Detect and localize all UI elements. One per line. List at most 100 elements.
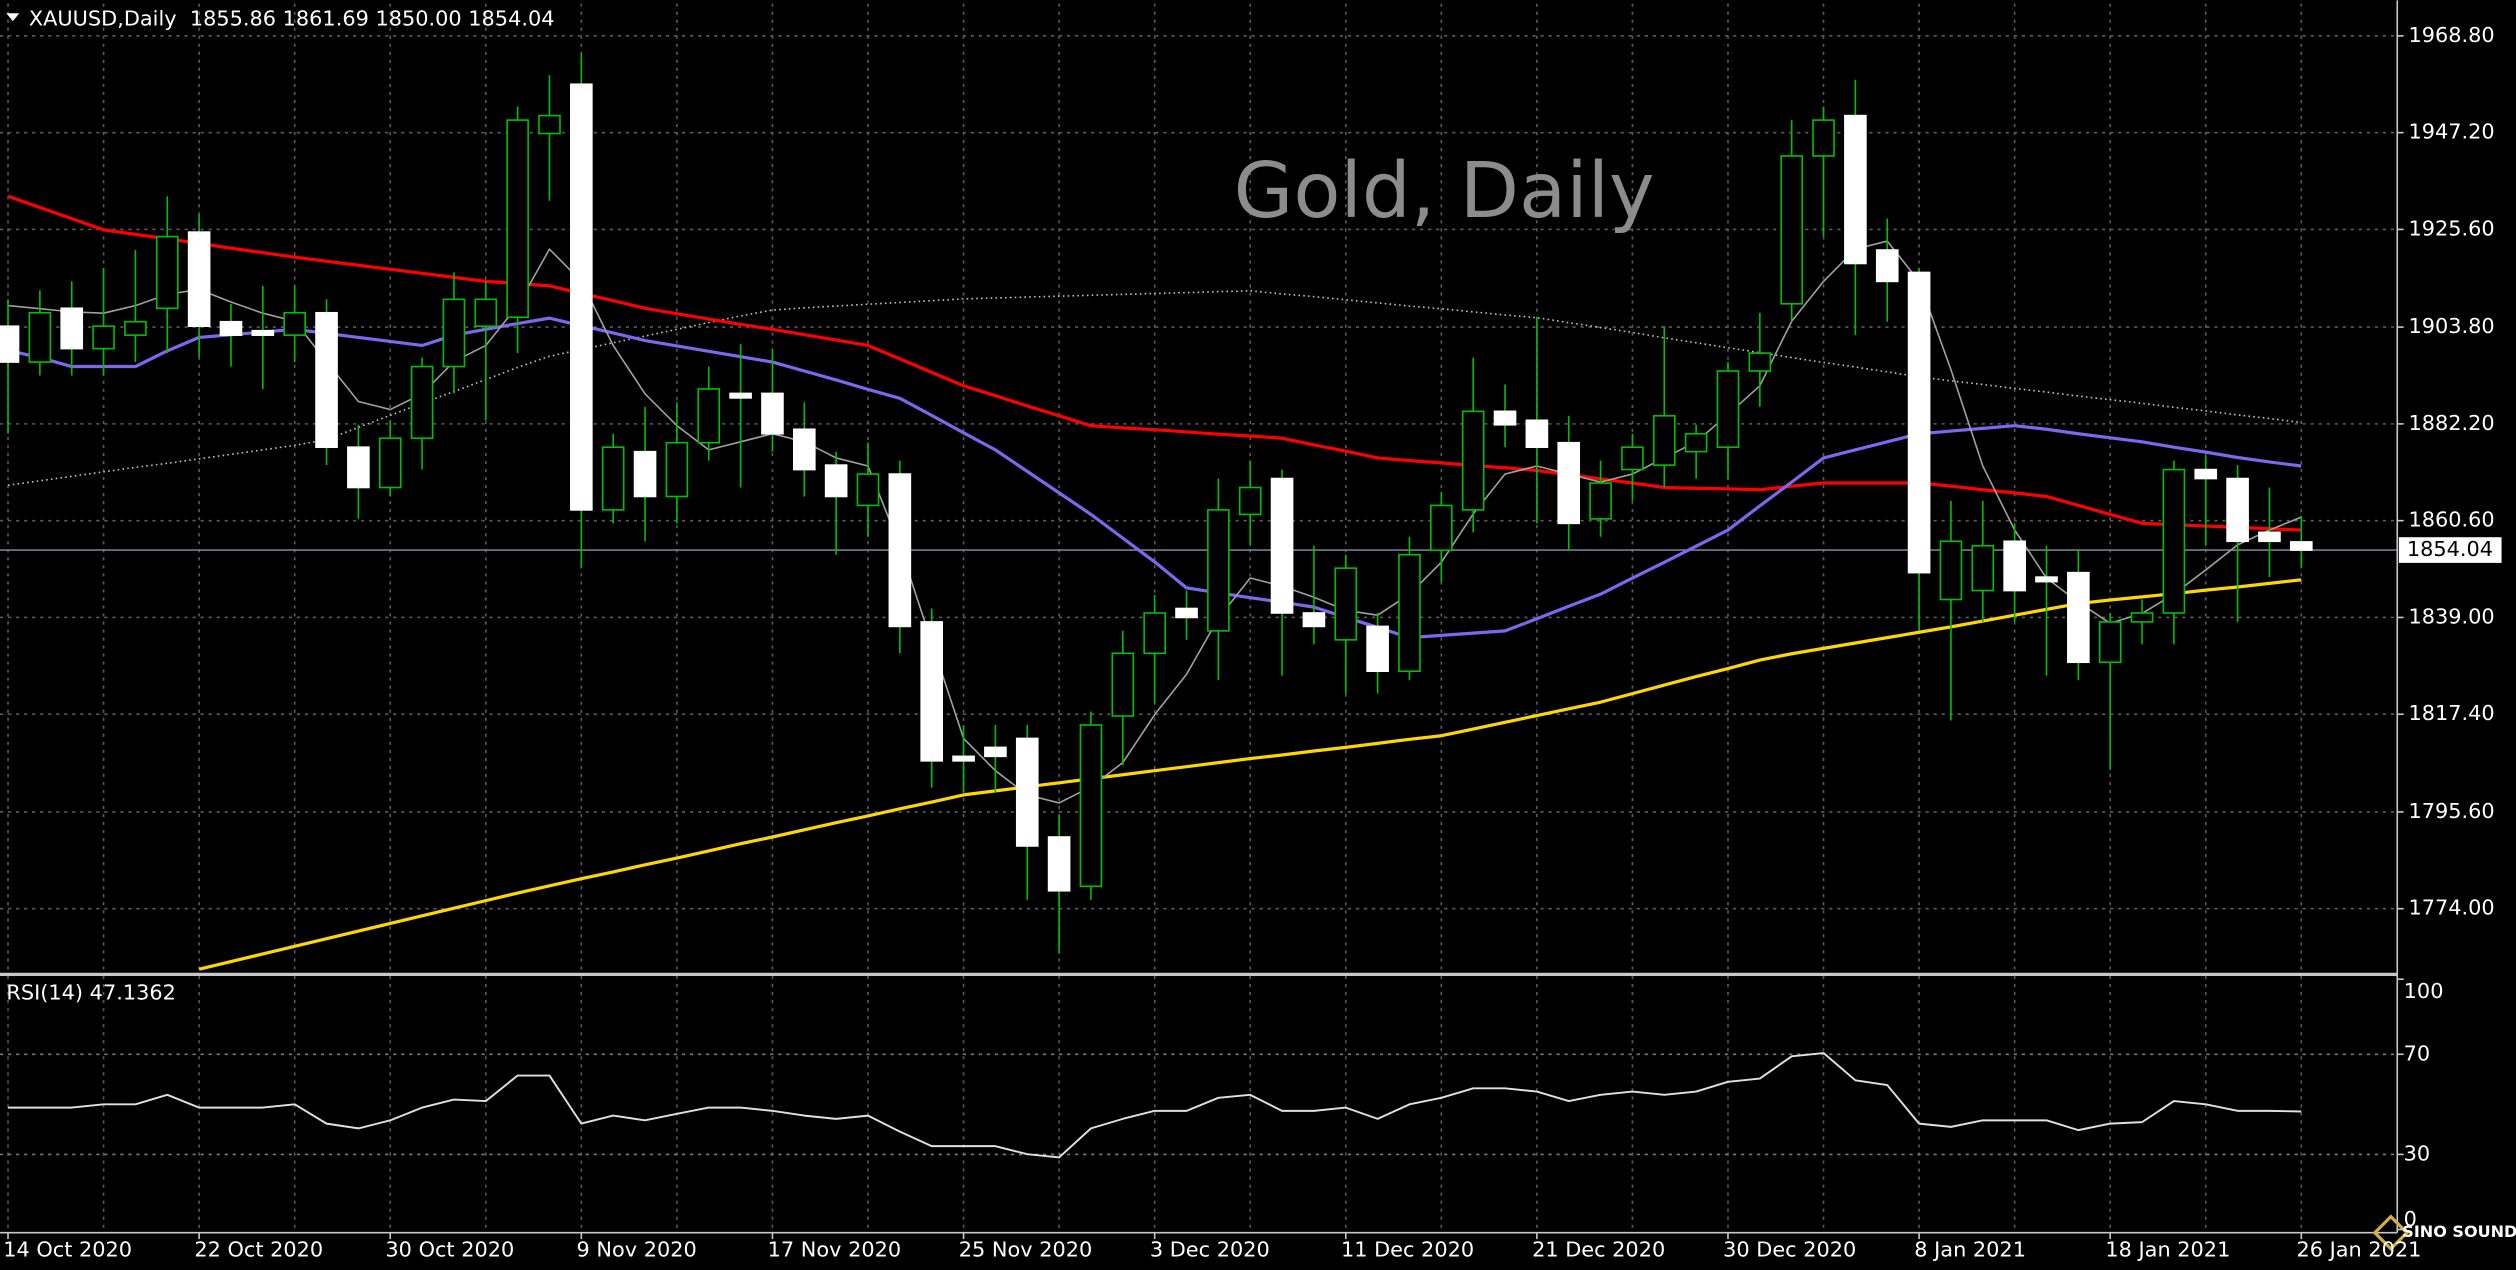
menu-triangle	[6, 13, 20, 22]
candle-body	[1557, 441, 1581, 525]
candle-body	[1844, 114, 1867, 265]
y-tick-label: 1882.20	[2408, 411, 2494, 435]
candle-body	[2003, 540, 2026, 592]
y-tick-label: 1839.00	[2408, 604, 2494, 628]
candle-body	[155, 235, 179, 310]
y-tick-label: 1860.60	[2408, 508, 2494, 532]
candle-body	[1780, 155, 1804, 305]
candle-body	[2289, 541, 2313, 551]
candle-body	[1461, 410, 1485, 511]
candle-body	[920, 621, 944, 762]
candle-body	[1079, 724, 1103, 888]
main-pane	[0, 52, 2313, 971]
candle-body	[1589, 482, 1612, 520]
candle-body	[1302, 612, 1326, 628]
x-tick-label: 17 Nov 2020	[768, 1237, 902, 1261]
y-tick-label: 1925.60	[2408, 216, 2494, 240]
candle-body	[124, 320, 147, 336]
rsi-tick-label: 0	[2404, 1207, 2417, 1231]
candle-body	[60, 307, 84, 350]
candle-body	[1684, 432, 1708, 453]
candle-body	[888, 473, 912, 628]
rsi-tick-label: 30	[2404, 1141, 2431, 1165]
candle-body	[601, 446, 625, 511]
candle-body	[92, 325, 115, 350]
candle-body	[1907, 271, 1931, 574]
y-tick-label: 1795.60	[2408, 799, 2494, 823]
candle-body	[2067, 571, 2090, 664]
rsi-tick-label: 70	[2404, 1041, 2431, 1065]
candle-body	[1652, 415, 1676, 466]
x-tick-label: 11 Dec 2020	[1341, 1237, 1474, 1261]
candle-body	[952, 755, 975, 762]
logo: SINO SOUND	[2372, 1214, 2516, 1252]
candle-body	[2035, 576, 2058, 583]
symbol-header: XAUUSD,Daily 1855.86 1861.69 1850.00 185…	[29, 7, 555, 31]
candle-body	[410, 365, 434, 440]
rsi-pane	[8, 1052, 2302, 1159]
x-tick-label: 8 Jan 2021	[1914, 1237, 2026, 1261]
candle-body	[1748, 352, 1772, 372]
candle-body	[633, 450, 657, 498]
candle-body	[2162, 468, 2186, 614]
x-tick-label: 22 Oct 2020	[194, 1237, 323, 1261]
candle-body	[283, 311, 306, 336]
candle-body	[1875, 249, 1899, 283]
candle-body	[2226, 477, 2249, 543]
candle-body	[697, 388, 721, 444]
candle-body	[2258, 531, 2281, 543]
y-tick-label: 1903.80	[2408, 314, 2494, 338]
candle-body	[1334, 567, 1358, 641]
y-tick-label: 1968.80	[2408, 23, 2494, 47]
candle-body	[1398, 553, 1421, 673]
candle-body	[761, 392, 784, 435]
watermark: Gold, Daily	[1234, 147, 1655, 236]
logo-icon	[2372, 1214, 2410, 1252]
candle-body	[1939, 540, 1963, 601]
candle-body	[1175, 607, 1198, 619]
candle-body	[506, 119, 529, 319]
y-tick-label: 1774.00	[2408, 896, 2494, 920]
candle-body	[1207, 509, 1230, 632]
candle-body	[792, 428, 816, 471]
candle-body	[665, 441, 689, 498]
x-tick-label: 18 Jan 2021	[2105, 1237, 2230, 1261]
candle-body	[1812, 119, 1835, 157]
x-tick-label: 9 Nov 2020	[577, 1237, 697, 1261]
candle-body	[315, 311, 338, 448]
candle-body	[729, 392, 752, 399]
candle-body	[1111, 652, 1135, 717]
x-tick-label: 14 Oct 2020	[3, 1237, 132, 1261]
candle-body	[538, 114, 561, 135]
x-tick-label: 21 Dec 2020	[1532, 1237, 1665, 1261]
candle-body	[1621, 446, 1644, 471]
y-tick-label: 1947.20	[2408, 120, 2494, 144]
mark-layer	[0, 52, 2398, 1159]
last-price-box	[2398, 537, 2502, 563]
candle-body	[1430, 504, 1453, 552]
candle-body	[1366, 625, 1389, 673]
candle-body	[219, 320, 243, 336]
x-tick-label: 30 Dec 2020	[1723, 1237, 1856, 1261]
candle-body	[984, 746, 1007, 758]
candle-body	[1971, 544, 1995, 592]
rsi-title: RSI(14) 47.1362	[6, 981, 175, 1005]
rsi-tick-label: 100	[2404, 979, 2444, 1003]
x-tick-label: 26 Jan 2021	[2296, 1237, 2421, 1261]
candle-body	[474, 298, 498, 328]
x-tick-label: 3 Dec 2020	[1150, 1237, 1270, 1261]
last-price-label: 1854.04	[2407, 537, 2493, 561]
candle-body	[1238, 486, 1262, 516]
candle-body	[378, 437, 402, 489]
rsi-line	[8, 1052, 2302, 1159]
candle-body	[824, 464, 848, 498]
candle-body	[0, 325, 20, 363]
candle-body	[1015, 737, 1039, 847]
y-tick-label: 1817.40	[2408, 701, 2494, 725]
candle-body	[28, 311, 52, 363]
x-tick-label: 25 Nov 2020	[959, 1237, 1093, 1261]
